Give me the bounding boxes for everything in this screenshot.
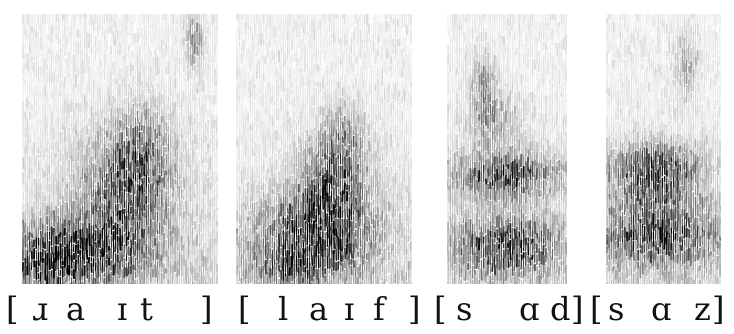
segment-bracket-close: ] — [200, 290, 213, 328]
segment-bracket-open: [ — [238, 290, 251, 328]
segment-bracket-close: ] — [408, 290, 421, 328]
segment: ɪ — [117, 290, 128, 328]
segment: s — [608, 290, 625, 328]
segment: ɪ — [344, 290, 355, 328]
spectrogram-texture — [236, 14, 412, 284]
segment-bracket-open: [ — [6, 290, 19, 328]
spectrogram-texture — [447, 14, 567, 284]
segment: z — [694, 290, 711, 328]
segment: s — [456, 290, 473, 328]
segment: f — [373, 290, 385, 328]
transcription-1: [ ɹ a ɪ t ] [ l a ɪ f ] [ s ɑ d ] [ s ɑ … — [0, 286, 734, 332]
segment: ɹ — [32, 290, 49, 328]
segment: t — [140, 290, 153, 328]
spectrogram-panel-2 — [236, 14, 412, 284]
segment: a — [66, 290, 86, 328]
segment: d — [550, 290, 571, 328]
segment-bracket-open: [ — [434, 290, 447, 328]
spectrogram-panel-1 — [22, 14, 218, 284]
spectrogram-texture — [22, 14, 218, 284]
segment: ɑ — [519, 290, 540, 328]
spectrogram-texture — [606, 14, 721, 284]
spectrogram-panel-4 — [606, 14, 721, 284]
segment-bracket-open: [ — [590, 290, 603, 328]
spectrogram-panel-3 — [447, 14, 567, 284]
segment-bracket-close: ] — [571, 290, 584, 328]
segment: a — [309, 290, 329, 328]
segment-bracket-close: ] — [712, 290, 725, 328]
segment: l — [278, 290, 289, 328]
segment: ɑ — [651, 290, 672, 328]
